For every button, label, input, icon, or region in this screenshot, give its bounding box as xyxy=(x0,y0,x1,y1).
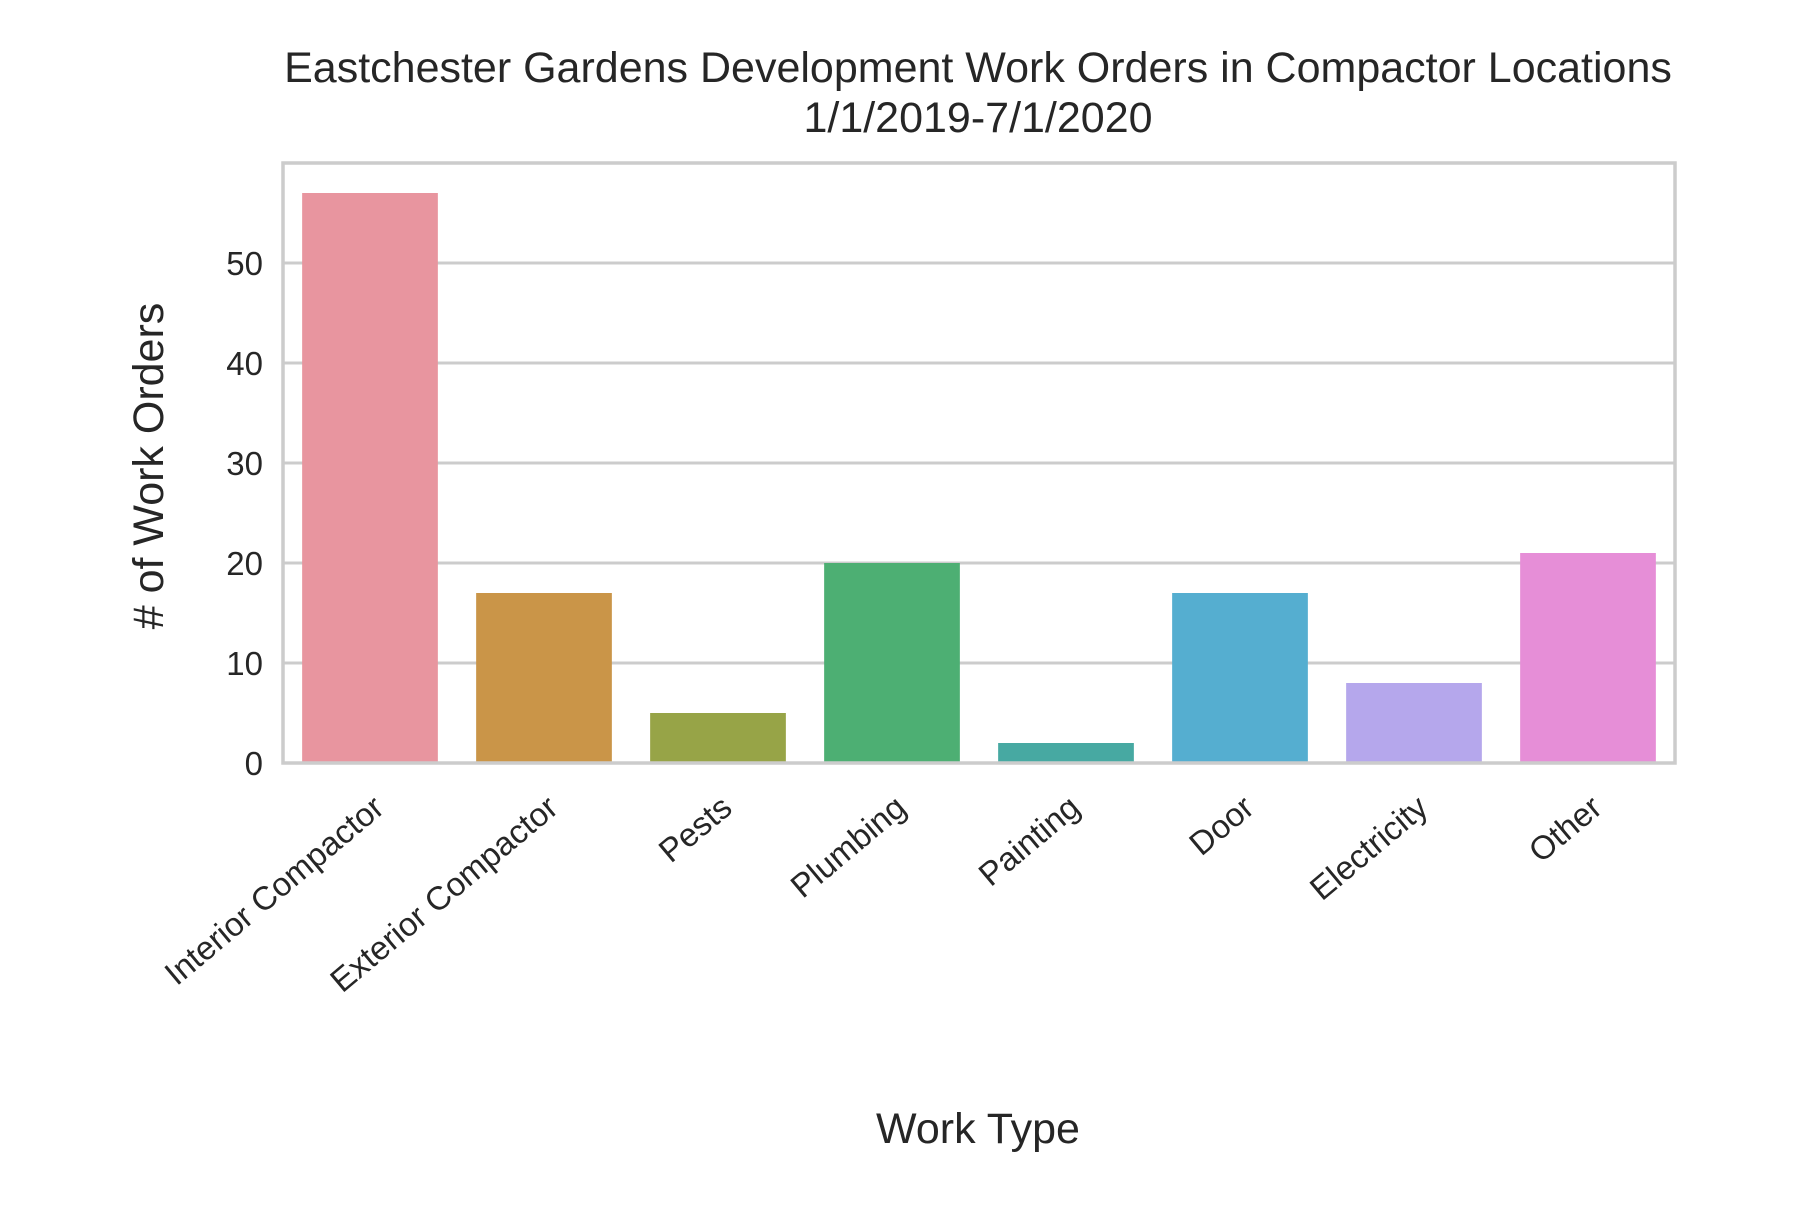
bar-door xyxy=(1172,593,1308,763)
x-tick-label: Painting xyxy=(971,788,1086,893)
bar-plumbing xyxy=(824,563,960,763)
y-tick-label: 0 xyxy=(245,745,263,782)
x-axis-label: Work Type xyxy=(876,1105,1080,1153)
bar-painting xyxy=(998,743,1134,763)
y-tick-label: 40 xyxy=(226,345,263,382)
chart-title: Eastchester Gardens Development Work Ord… xyxy=(284,44,1672,92)
bar-electricity xyxy=(1346,683,1482,763)
bar-other xyxy=(1520,553,1656,763)
x-tick-label: Plumbing xyxy=(783,788,912,905)
y-tick-label: 10 xyxy=(226,645,263,682)
y-axis-ticks: 0 10 20 30 40 50 xyxy=(226,245,263,782)
y-tick-label: 20 xyxy=(226,545,263,582)
chart-subtitle: 1/1/2019-7/1/2020 xyxy=(803,94,1152,142)
bar-pests xyxy=(650,713,786,763)
x-tick-label: Door xyxy=(1182,788,1261,862)
y-axis-label: # of Work Orders xyxy=(125,303,173,630)
y-tick-label: 30 xyxy=(226,445,263,482)
x-tick-label: Pests xyxy=(651,788,738,869)
bar-interior-compactor xyxy=(302,193,438,763)
bar-exterior-compactor xyxy=(476,593,612,763)
y-tick-label: 50 xyxy=(226,245,263,282)
x-tick-label: Other xyxy=(1521,788,1608,869)
bars xyxy=(302,193,1656,763)
plot-frame xyxy=(281,161,1677,765)
x-tick-label: Electricity xyxy=(1303,788,1435,907)
